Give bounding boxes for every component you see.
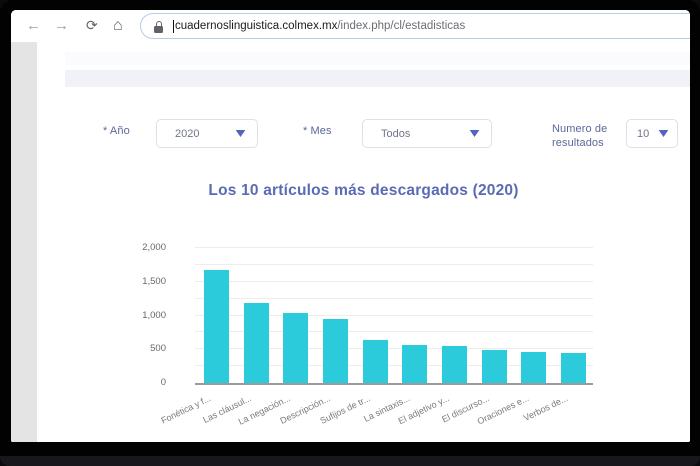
y-axis: 05001,0001,5002,000 <box>129 248 166 383</box>
y-axis-tick-label: 0 <box>161 377 166 388</box>
results-count-select[interactable]: 10 <box>626 119 678 148</box>
page-content: * Año 2020 * Mes Todos Numero de resulta… <box>11 42 690 442</box>
lock-icon[interactable] <box>154 21 163 33</box>
browser-window: ← → ⟳ ⌂ cuadernoslinguistica.colmex.mx/i… <box>11 10 690 442</box>
back-icon[interactable]: ← <box>26 10 41 41</box>
y-axis-tick-label: 1,000 <box>142 310 166 321</box>
x-axis: Fonética y f...Las cláusul...La negación… <box>195 389 593 442</box>
page-left-gutter <box>11 42 37 442</box>
chevron-down-icon <box>235 130 246 137</box>
bar <box>283 313 308 383</box>
plot-area <box>195 248 593 385</box>
y-axis-tick-label: 2,000 <box>142 242 166 253</box>
y-axis-tick-label: 500 <box>150 343 166 354</box>
bar <box>323 319 348 383</box>
bar <box>442 346 467 383</box>
url-domain: cuadernoslinguistica.colmex.mx <box>175 20 337 32</box>
chevron-down-icon <box>469 130 480 137</box>
device-frame-bottom <box>0 456 700 466</box>
url-bar[interactable]: cuadernoslinguistica.colmex.mx/index.php… <box>140 13 690 39</box>
url-path: /index.php/cl/estadisticas <box>337 20 465 32</box>
bar <box>561 353 586 383</box>
device-frame: ← → ⟳ ⌂ cuadernoslinguistica.colmex.mx/i… <box>0 0 700 466</box>
bar <box>363 340 388 383</box>
year-select[interactable]: 2020 <box>156 119 258 148</box>
text-cursor <box>173 20 174 33</box>
refresh-icon[interactable]: ⟳ <box>86 10 98 41</box>
gridline <box>195 298 593 299</box>
year-select-value: 2020 <box>175 128 199 140</box>
bar <box>402 345 427 384</box>
gridline <box>195 264 593 265</box>
chevron-down-icon <box>658 130 669 137</box>
month-filter-label: * Mes <box>303 125 332 137</box>
page-header-band <box>65 52 690 65</box>
bar <box>244 303 269 383</box>
bar <box>482 350 507 383</box>
browser-toolbar: ← → ⟳ ⌂ cuadernoslinguistica.colmex.mx/i… <box>11 10 690 43</box>
year-filter-label: * Año <box>103 125 130 137</box>
results-count-value: 10 <box>637 128 649 140</box>
chart-title: Los 10 artículos más descargados (2020) <box>37 182 690 200</box>
page-subheader-band <box>65 70 690 87</box>
bar <box>204 270 229 383</box>
gridline <box>195 247 593 248</box>
bar <box>521 352 546 383</box>
x-axis-tick-label: Verbos de... <box>522 393 570 423</box>
forward-icon[interactable]: → <box>54 10 69 41</box>
url-text: cuadernoslinguistica.colmex.mx/index.php… <box>175 20 465 32</box>
month-select-value: Todos <box>381 128 410 140</box>
y-axis-tick-label: 1,500 <box>142 276 166 287</box>
gridline <box>195 281 593 282</box>
month-select[interactable]: Todos <box>362 119 492 148</box>
home-icon[interactable]: ⌂ <box>113 10 123 41</box>
results-count-label: Numero de resultados <box>552 122 632 150</box>
